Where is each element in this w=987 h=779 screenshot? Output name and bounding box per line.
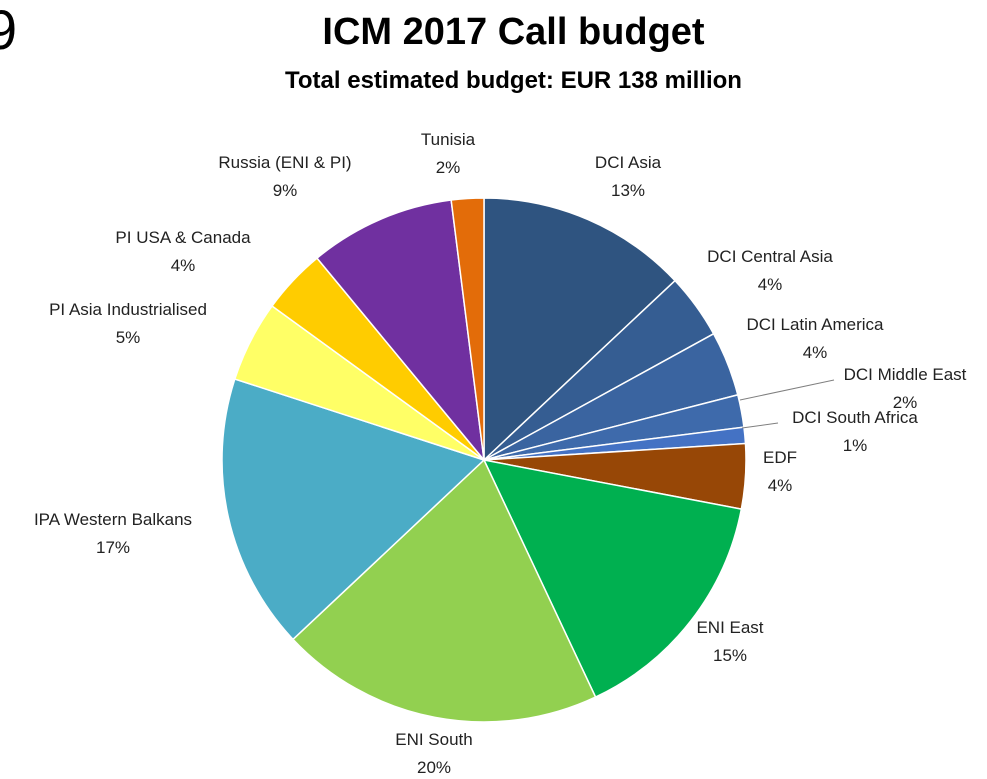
leader-line-dci-south-africa [741, 422, 779, 429]
slice-label-dci-latin-america: DCI Latin America 4% [747, 315, 885, 362]
chart-title: ICM 2017 Call budget [322, 11, 705, 53]
slice-labels: DCI Asia 13% DCI Central Asia 4% DCI Latin A… [34, 130, 967, 777]
slice-label-dci-central-asia: DCI Central Asia 4% [707, 247, 833, 294]
page-number: 9 [0, 0, 18, 61]
pie-slice-eni-south [291, 458, 597, 723]
slice-label-pi-asia-industrialised: PI Asia Industrialised 5% [49, 300, 207, 347]
pie-slice-dci-asia [483, 197, 677, 462]
slice-label-pi-usa-canada: PI USA & Canada 4% [115, 228, 251, 275]
pie-slice-eni-east [482, 458, 743, 699]
pie-slice-ipa-western-balkans [221, 378, 486, 641]
slice-label-dci-asia: DCI Asia 13% [595, 153, 662, 200]
slice-label-eni-south: ENI South 20% [395, 730, 473, 777]
pie-slice-russia-eni-pi [315, 199, 486, 463]
slice-label-tunisia: Tunisia 2% [421, 130, 476, 177]
slice-label-russia-eni-pi: Russia (ENI & PI) 9% [218, 153, 351, 200]
pie-slices [221, 197, 747, 723]
slice-label-eni-east: ENI East 15% [696, 618, 763, 665]
slice-label-edf: EDF 4% [763, 448, 797, 495]
slice-label-ipa-western-balkans: IPA Western Balkans 17% [34, 510, 192, 557]
pie-slice-tunisia [450, 197, 485, 461]
chart-subtitle: Total estimated budget: EUR 138 million [285, 67, 742, 94]
slice-label-dci-south-africa: DCI South Africa 1% [792, 408, 918, 455]
leader-lines [739, 379, 835, 429]
leader-line-dci-middle-east [739, 379, 835, 401]
slice-label-dci-middle-east: DCI Middle East 2% [844, 365, 967, 412]
